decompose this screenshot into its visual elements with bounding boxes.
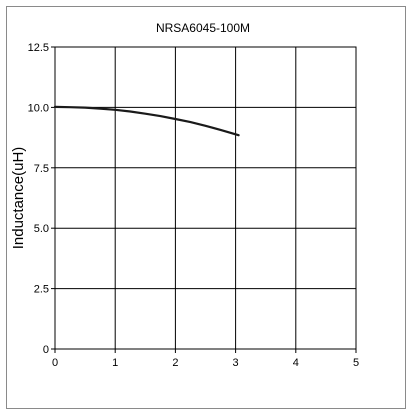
y-tick-label: 7.5 [34, 163, 49, 175]
y-axis-label: Inductance(uH) [10, 147, 27, 250]
x-tick-label: 2 [172, 357, 178, 369]
x-tick-label: 3 [233, 357, 239, 369]
plot-border [54, 46, 357, 350]
y-tick-label: 10.0 [28, 102, 49, 114]
y-tick-label: 12.5 [28, 42, 49, 54]
tick-labels: 0 1 2 3 4 5 0 2.5 5.0 7.5 10.0 12.5 [28, 42, 359, 369]
x-tick-label: 1 [112, 357, 118, 369]
data-series [53, 105, 240, 137]
axes [51, 46, 357, 353]
grid-lines [55, 47, 356, 349]
y-tick-label: 0 [43, 344, 49, 356]
x-tick-label: 4 [293, 357, 299, 369]
x-tick-label: 5 [353, 357, 359, 369]
chart-title: NRSA6045-100M [156, 21, 250, 35]
chart-frame [6, 6, 406, 409]
y-tick-label: 5.0 [34, 223, 49, 235]
x-tick-label: 0 [52, 357, 58, 369]
y-tick-label: 2.5 [34, 284, 49, 296]
series-line [53, 105, 240, 137]
